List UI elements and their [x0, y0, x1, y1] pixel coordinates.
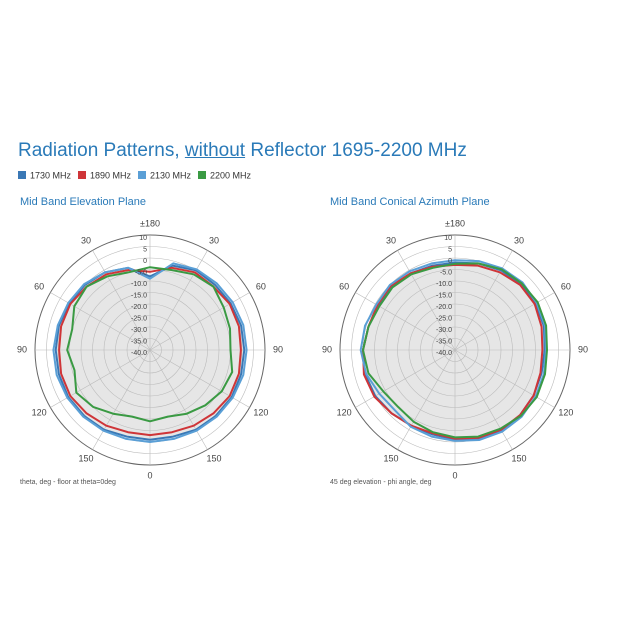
legend-swatch	[138, 171, 146, 179]
pattern-line	[362, 261, 546, 441]
footnote: 45 deg elevation - phi angle, deg	[330, 479, 432, 486]
grid-spoke	[454, 250, 513, 351]
theta-tick-label: 90	[578, 344, 588, 354]
grid-spoke	[92, 349, 151, 450]
pattern-line	[362, 263, 544, 440]
r-tick-label: -15.0	[436, 292, 452, 299]
grid-spoke	[149, 349, 208, 450]
theta-tick-label: 0	[147, 470, 152, 480]
theta-tick-label: 30	[386, 235, 396, 245]
theta-tick-label: 90	[273, 344, 283, 354]
legend-label: 2200 MHz	[210, 170, 252, 180]
subplot-title: Mid Band Conical Azimuth Plane	[330, 196, 490, 208]
r-tick-label: -10.0	[131, 281, 147, 288]
legend-swatch	[198, 171, 206, 179]
pattern-line	[359, 259, 547, 442]
pattern-line	[66, 266, 234, 423]
grid-spoke	[397, 250, 456, 351]
grid-spoke	[397, 349, 456, 450]
grid-spoke	[355, 349, 456, 408]
r-tick-label: -30.0	[436, 327, 452, 334]
grid-spoke	[454, 349, 513, 450]
theta-tick-label: 120	[253, 407, 268, 417]
theta-tick-label: 90	[17, 344, 27, 354]
theta-tick-label: 150	[78, 453, 93, 463]
theta-tick-label: 30	[514, 235, 524, 245]
r-tick-label: -20.0	[131, 304, 147, 311]
legend-label: 1890 MHz	[90, 170, 132, 180]
theta-tick-label: 60	[339, 281, 349, 291]
legend-label: 2130 MHz	[150, 170, 192, 180]
grid-spoke	[92, 250, 151, 351]
legend-swatch	[78, 171, 86, 179]
theta-tick-label: 30	[81, 235, 91, 245]
subplot-title: Mid Band Elevation Plane	[20, 196, 146, 208]
r-tick-label: -35.0	[131, 338, 147, 345]
grid-spoke	[355, 292, 456, 351]
r-tick-label: 0	[448, 258, 452, 265]
r-tick-label: -30.0	[131, 327, 147, 334]
pattern-line	[54, 264, 246, 441]
legend-label: 1730 MHz	[30, 170, 72, 180]
grid-spoke	[50, 292, 151, 351]
theta-tick-label: 60	[561, 281, 571, 291]
title-part: Reflector 1695-2200 MHz	[245, 140, 467, 161]
r-tick-label: -40.0	[436, 350, 452, 357]
theta-tick-label: 0	[452, 470, 457, 480]
theta-tick-label: 60	[34, 281, 44, 291]
theta-tick-label: 120	[337, 407, 352, 417]
pattern-line	[362, 262, 548, 439]
theta-tick-label: 150	[206, 453, 221, 463]
footnote: theta, deg - floor at theta=0deg	[20, 479, 116, 486]
r-tick-label: -25.0	[436, 315, 452, 322]
r-tick-label: -10.0	[436, 281, 452, 288]
title-part: Radiation Patterns,	[18, 140, 185, 161]
legend-swatch	[18, 171, 26, 179]
r-tick-label: -35.0	[436, 338, 452, 345]
theta-tick-label: 60	[256, 281, 266, 291]
pattern-line	[52, 262, 248, 443]
theta-tick-label: 120	[32, 407, 47, 417]
r-tick-label: -5.0	[135, 269, 147, 276]
r-tick-label: 5	[448, 246, 452, 253]
r-tick-label: -40.0	[131, 350, 147, 357]
r-tick-label: 10	[139, 235, 147, 242]
r-tick-label: -15.0	[131, 292, 147, 299]
grid-spoke	[454, 349, 555, 408]
r-tick-label: 10	[444, 235, 452, 242]
theta-tick-label: ±180	[140, 218, 160, 228]
r-tick-label: 5	[143, 246, 147, 253]
r-tick-label: -5.0	[440, 269, 452, 276]
theta-tick-label: ±180	[445, 218, 465, 228]
r-tick-label: 0	[143, 258, 147, 265]
grid-spoke	[149, 250, 208, 351]
theta-tick-label: 120	[558, 407, 573, 417]
r-tick-label: -20.0	[436, 304, 452, 311]
pattern-line	[58, 266, 242, 437]
theta-tick-label: 150	[511, 453, 526, 463]
r-tick-label: -25.0	[131, 315, 147, 322]
page-title: Radiation Patterns, without Reflector 16…	[18, 140, 467, 162]
title-part: without	[184, 140, 246, 161]
pattern-fill	[363, 262, 545, 440]
theta-tick-label: 150	[383, 453, 398, 463]
theta-tick-label: 90	[322, 344, 332, 354]
theta-tick-label: 30	[209, 235, 219, 245]
